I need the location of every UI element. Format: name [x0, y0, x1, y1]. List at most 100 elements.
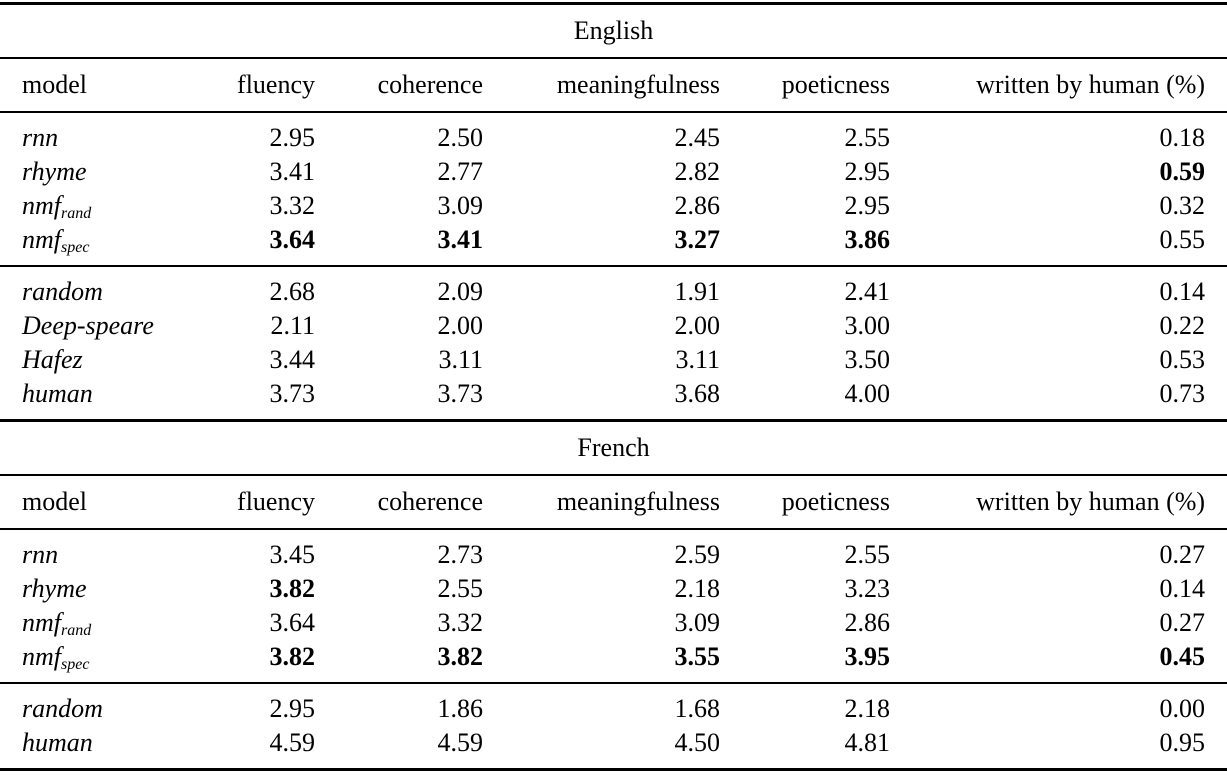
section-title: English: [0, 2, 1227, 58]
model-name-cell: Deep-speare: [0, 309, 205, 343]
model-name-cell: rnn: [0, 111, 205, 155]
table-row: random 2.95 1.86 1.68 2.18 0.00: [0, 682, 1227, 726]
model-name-cell: nmfrand: [0, 189, 205, 223]
model-name: human: [22, 379, 93, 408]
model-name: nmf: [22, 225, 61, 254]
model-name: nmf: [22, 191, 61, 220]
column-header: fluency: [205, 474, 315, 529]
model-name: random: [22, 694, 103, 723]
value-cell: 3.44: [269, 345, 316, 374]
value-cell: 3.68: [674, 379, 721, 408]
column-header: meaningfulness: [483, 57, 720, 112]
model-name: human: [22, 728, 93, 757]
value-cell: 3.09: [674, 608, 721, 637]
header-row: model fluency coherence meaningfulness poeti…: [0, 57, 1227, 112]
value-cell: 3.32: [269, 191, 316, 220]
value-cell: 2.55: [437, 574, 484, 603]
model-name-cell: nmfspec: [0, 223, 205, 266]
model-name: rhyme: [22, 157, 87, 186]
value-cell: 0.14: [1159, 574, 1206, 603]
column-header: poeticness: [720, 57, 890, 112]
section-title-row: English: [0, 2, 1227, 58]
model-name-cell: rhyme: [0, 155, 205, 189]
value-cell: 2.00: [437, 311, 484, 340]
model-name: nmf: [22, 642, 61, 671]
model-name: random: [22, 277, 103, 306]
section-title: French: [0, 419, 1227, 475]
value-cell: 3.82: [437, 642, 484, 671]
table-row: Deep-speare 2.11 2.00 2.00 3.00 0.22: [0, 309, 1227, 343]
value-cell: 2.00: [674, 311, 721, 340]
value-cell: 4.81: [720, 726, 890, 771]
column-header: model: [0, 474, 205, 529]
value-cell: 3.41: [269, 157, 316, 186]
model-name-cell: human: [0, 377, 205, 421]
value-cell: 2.95: [844, 157, 891, 186]
value-cell: 0.00: [890, 682, 1227, 726]
value-cell: 2.86: [844, 608, 891, 637]
value-cell: 3.27: [674, 225, 721, 254]
value-cell: 2.18: [674, 574, 721, 603]
value-cell: 3.45: [205, 528, 315, 572]
model-name: rnn: [22, 540, 59, 569]
value-cell: 0.59: [1159, 157, 1206, 186]
value-cell: 3.64: [269, 608, 316, 637]
value-cell: 3.23: [844, 574, 891, 603]
value-cell: 0.27: [1159, 608, 1206, 637]
table-row: Hafez 3.44 3.11 3.11 3.50 0.53: [0, 343, 1227, 377]
column-header: coherence: [315, 57, 483, 112]
model-name-cell: random: [0, 265, 205, 309]
column-header: model: [0, 57, 205, 112]
value-cell: 2.82: [674, 157, 721, 186]
value-cell: 3.86: [844, 225, 891, 254]
column-header: written by human (%): [890, 57, 1227, 112]
model-subscript: rand: [61, 205, 92, 222]
table-row: nmfrand 3.64 3.32 3.09 2.86 0.27: [0, 606, 1227, 640]
value-cell: 1.86: [315, 682, 483, 726]
value-cell: 3.32: [437, 608, 484, 637]
model-subscript: spec: [61, 239, 90, 256]
value-cell: 0.32: [1159, 191, 1206, 220]
value-cell: 3.95: [844, 642, 891, 671]
value-cell: 0.53: [1159, 345, 1206, 374]
model-name-cell: nmfrand: [0, 606, 205, 640]
model-name-cell: rhyme: [0, 572, 205, 606]
value-cell: 1.68: [483, 682, 720, 726]
value-cell: 2.11: [270, 311, 315, 340]
value-cell: 0.22: [1159, 311, 1206, 340]
table-row: rhyme 3.41 2.77 2.82 2.95 0.59: [0, 155, 1227, 189]
value-cell: 4.00: [844, 379, 891, 408]
value-cell: 0.45: [1159, 642, 1206, 671]
model-name-cell: random: [0, 682, 205, 726]
value-cell: 2.55: [720, 528, 890, 572]
value-cell: 0.27: [890, 528, 1227, 572]
model-name-cell: nmfspec: [0, 640, 205, 683]
value-cell: 0.55: [1159, 225, 1206, 254]
value-cell: 3.64: [269, 225, 316, 254]
value-cell: 2.18: [720, 682, 890, 726]
header-row: model fluency coherence meaningfulness poeti…: [0, 474, 1227, 529]
column-header: poeticness: [720, 474, 890, 529]
value-cell: 3.73: [437, 379, 484, 408]
model-name-cell: human: [0, 726, 205, 771]
model-name-cell: Hafez: [0, 343, 205, 377]
value-cell: 2.86: [674, 191, 721, 220]
value-cell: 2.45: [483, 111, 720, 155]
value-cell: 2.77: [437, 157, 484, 186]
value-cell: 2.95: [205, 111, 315, 155]
table-row: nmfspec 3.64 3.41 3.27 3.86 0.55: [0, 223, 1227, 266]
value-cell: 3.41: [437, 225, 484, 254]
table-row: rnn 2.95 2.50 2.45 2.55 0.18: [0, 111, 1227, 155]
model-subscript: rand: [61, 622, 92, 639]
value-cell: 2.95: [205, 682, 315, 726]
value-cell: 3.11: [438, 345, 483, 374]
model-subscript: spec: [61, 656, 90, 673]
model-name: rnn: [22, 123, 59, 152]
column-header: coherence: [315, 474, 483, 529]
value-cell: 2.50: [315, 111, 483, 155]
value-cell: 3.82: [269, 574, 316, 603]
value-cell: 0.18: [890, 111, 1227, 155]
value-cell: 3.11: [675, 345, 720, 374]
value-cell: 0.73: [1159, 379, 1206, 408]
